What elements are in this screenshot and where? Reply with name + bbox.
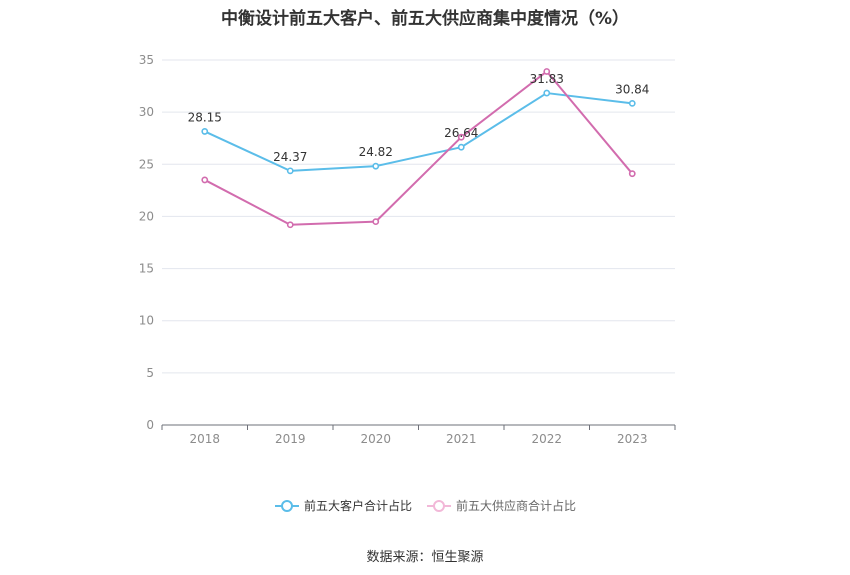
x-tick-label: 2019 (275, 432, 306, 446)
data-point (201, 128, 209, 135)
series-line (204, 70, 634, 226)
data-point (543, 68, 551, 75)
x-tick-label: 2023 (617, 432, 648, 446)
legend-line-suppliers-icon (427, 499, 451, 512)
x-tick-label: 2022 (531, 432, 562, 446)
y-tick-label: 35 (139, 53, 154, 67)
chart-title: 中衡设计前五大客户、前五大供应商集中度情况（%） (220, 9, 630, 29)
y-tick-label: 25 (139, 157, 154, 171)
data-source: 数据来源：恒生聚源 (366, 550, 484, 565)
data-point (372, 218, 380, 226)
x-tick-label: 2018 (189, 432, 220, 446)
grid-lines (162, 59, 675, 374)
legend-item-customers[interactable]: 前五大客户合计占比 (274, 497, 412, 514)
data-label: 24.82 (359, 145, 393, 159)
data-labels: 28.15 24.37 24.82 26.64 31.83 30.84 (188, 72, 650, 164)
data-label: 30.84 (615, 82, 649, 96)
axes: 0 5 10 15 20 25 30 35 2018 2019 2020 2021 2022 2023 (139, 53, 676, 446)
y-tick-label: 5 (146, 366, 154, 380)
data-label: 24.37 (273, 150, 307, 164)
y-tick-label: 10 (139, 314, 154, 328)
data-label: 31.83 (530, 72, 564, 86)
y-tick-label: 15 (139, 262, 154, 276)
data-label: 26.64 (444, 126, 478, 140)
data-point (628, 99, 636, 107)
data-label: 28.15 (188, 110, 222, 124)
data-point (286, 167, 294, 175)
x-tick-label: 2021 (446, 432, 477, 446)
legend-label-suppliers: 前五大供应商合计占比 (456, 499, 577, 513)
data-point (286, 221, 294, 229)
legend-label-customers: 前五大客户合计占比 (303, 499, 412, 513)
legend-line-customers-icon (274, 499, 299, 512)
y-tick-label: 0 (146, 418, 154, 432)
y-tick-label: 30 (139, 105, 154, 119)
x-tick-label: 2020 (360, 432, 391, 446)
data-point (628, 170, 636, 178)
data-point (201, 176, 209, 184)
data-point (372, 162, 380, 170)
legend-item-suppliers[interactable]: 前五大供应商合计占比 (426, 497, 576, 514)
series-line (204, 92, 633, 172)
series-lines (201, 68, 636, 229)
data-point (457, 133, 465, 141)
legend: 前五大客户合计占比 前五大供应商合计占比 (0, 497, 850, 514)
y-tick-label: 20 (139, 209, 154, 223)
data-point (543, 89, 551, 97)
data-point (457, 143, 465, 151)
